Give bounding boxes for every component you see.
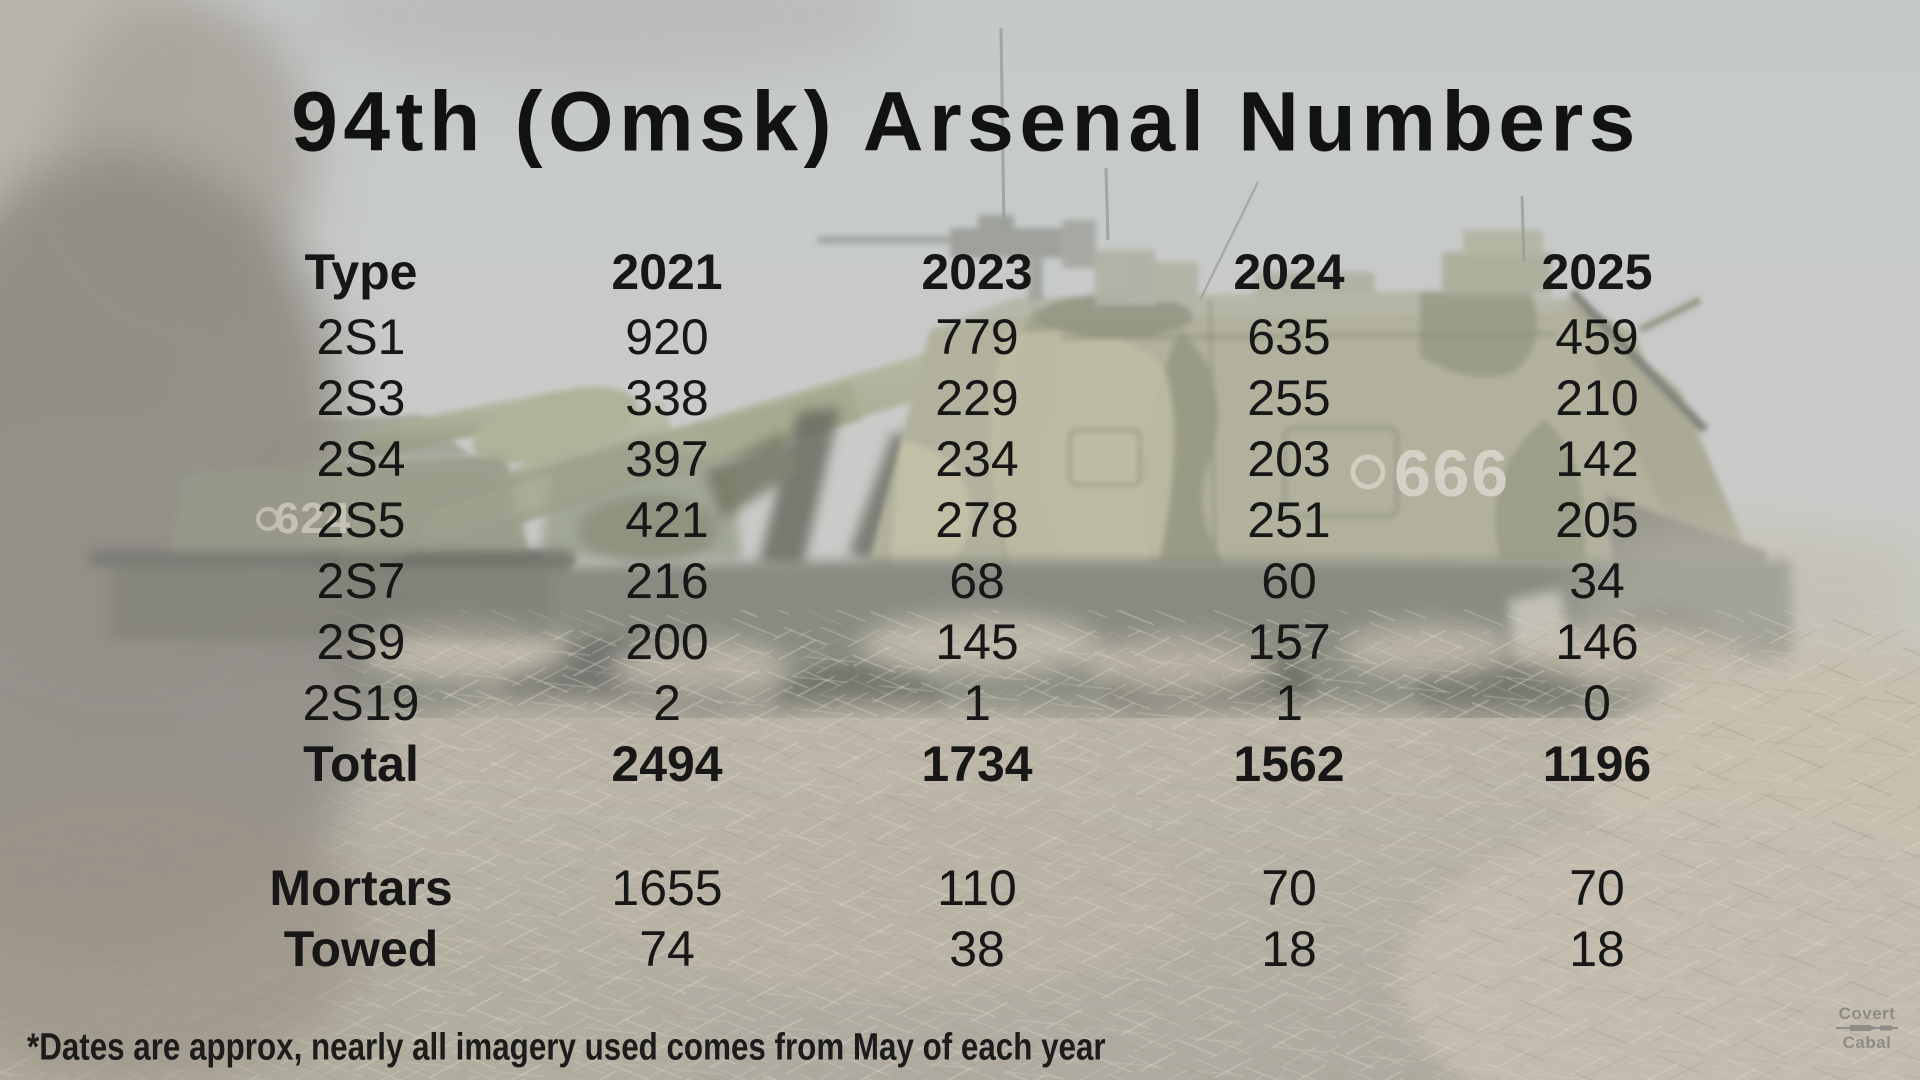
svg-text:624: 624 xyxy=(275,494,351,543)
svg-text:666: 666 xyxy=(1394,436,1510,510)
